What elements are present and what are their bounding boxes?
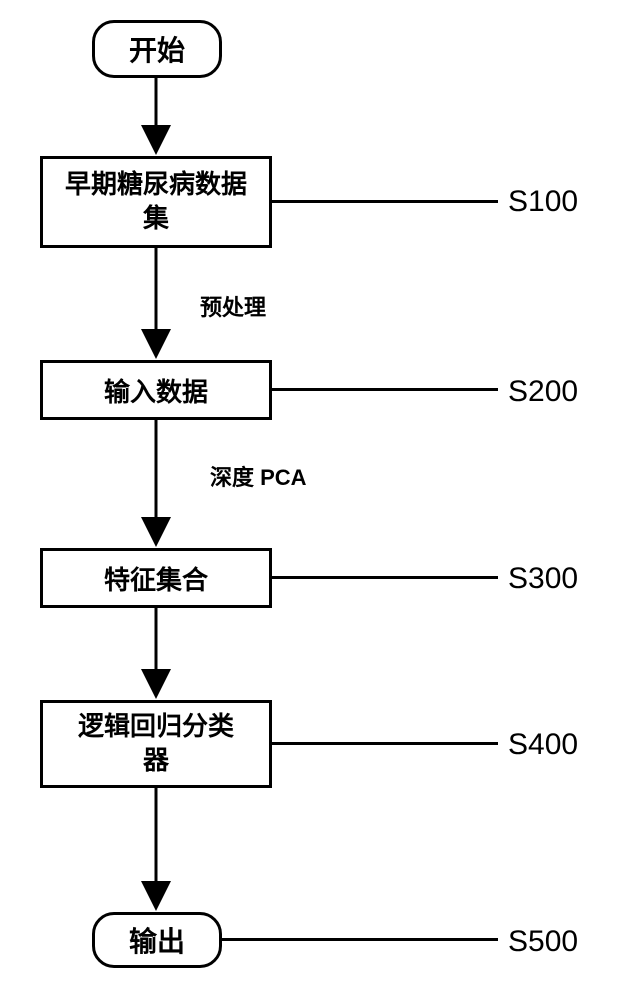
- step-label-s100: S100: [508, 185, 578, 219]
- step-label-s200: S200: [508, 375, 578, 409]
- terminal-output-label: 输出: [129, 920, 185, 960]
- step-label-s500: S500: [508, 925, 578, 959]
- terminal-start-label: 开始: [129, 29, 185, 69]
- terminal-start: 开始: [92, 20, 222, 78]
- edge-label-preprocess: 预处理: [200, 290, 266, 322]
- flowchart-canvas: 开始 早期糖尿病数据 集 输入数据 特征集合 逻辑回归分类 器 输出 预处理 深…: [0, 0, 620, 1000]
- process-s100: 早期糖尿病数据 集: [40, 156, 272, 248]
- arrows-svg: [0, 0, 620, 1000]
- connector-s200: [272, 388, 498, 391]
- connector-s100: [272, 200, 498, 203]
- edge-label-deep-pca: 深度 PCA: [210, 460, 307, 492]
- process-s300-label: 特征集合: [104, 560, 208, 597]
- connector-s400: [272, 742, 498, 745]
- process-s400: 逻辑回归分类 器: [40, 700, 272, 788]
- process-s300: 特征集合: [40, 548, 272, 608]
- terminal-output: 输出: [92, 912, 222, 968]
- process-s100-label: 早期糖尿病数据 集: [65, 168, 247, 236]
- process-s200-label: 输入数据: [104, 372, 208, 409]
- process-s400-label: 逻辑回归分类 器: [78, 710, 234, 778]
- step-label-s300: S300: [508, 562, 578, 596]
- connector-s300: [272, 576, 498, 579]
- process-s200: 输入数据: [40, 360, 272, 420]
- step-label-s400: S400: [508, 728, 578, 762]
- connector-s500: [222, 938, 498, 941]
